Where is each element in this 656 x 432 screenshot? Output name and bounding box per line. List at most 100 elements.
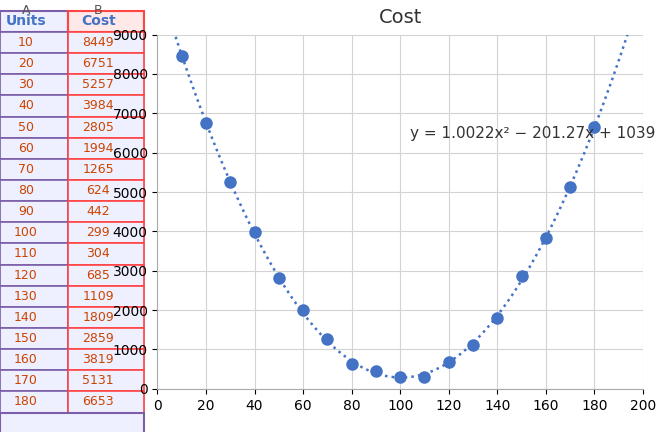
Bar — [0, 32, 68, 53]
Bar — [68, 328, 144, 349]
Text: 120: 120 — [14, 269, 38, 282]
Bar — [0, 349, 68, 370]
Bar — [0, 138, 68, 159]
Bar — [0, 222, 144, 243]
Bar — [0, 243, 144, 264]
Text: y = 1.0022x² − 201.27x + 10391: y = 1.0022x² − 201.27x + 10391 — [410, 126, 656, 141]
Text: Cost: Cost — [81, 14, 115, 29]
Point — [176, 53, 187, 60]
Bar — [0, 117, 68, 138]
Text: 40: 40 — [18, 99, 34, 112]
Bar — [0, 138, 144, 159]
Text: 70: 70 — [18, 163, 34, 176]
Point — [516, 273, 527, 280]
Text: 160: 160 — [14, 353, 38, 366]
Bar — [0, 201, 68, 222]
Point — [201, 120, 211, 127]
Bar — [68, 180, 144, 201]
Bar — [0, 201, 144, 222]
Text: 150: 150 — [14, 332, 38, 345]
Point — [395, 374, 405, 381]
Bar — [0, 286, 68, 307]
Bar — [68, 349, 144, 370]
Title: Cost: Cost — [379, 9, 422, 28]
Point — [225, 178, 236, 185]
Bar — [0, 370, 68, 391]
Text: 2805: 2805 — [82, 121, 114, 133]
Bar — [68, 32, 144, 53]
Point — [371, 368, 381, 375]
Bar — [68, 391, 144, 413]
Text: A: A — [22, 4, 30, 17]
Bar — [68, 286, 144, 307]
Text: 20: 20 — [18, 57, 34, 70]
Bar — [0, 53, 144, 74]
Text: 60: 60 — [18, 142, 34, 155]
Bar — [0, 95, 68, 117]
Point — [322, 336, 333, 343]
Point — [589, 124, 600, 130]
Bar — [0, 328, 144, 349]
Bar — [0, 286, 144, 307]
Point — [346, 361, 357, 368]
Bar — [0, 391, 68, 413]
Bar — [0, 95, 144, 117]
Text: 170: 170 — [14, 375, 38, 388]
Bar — [0, 74, 144, 95]
Bar — [0, 222, 68, 243]
Text: 5257: 5257 — [82, 78, 114, 91]
Text: 1109: 1109 — [82, 290, 114, 303]
Text: 3984: 3984 — [82, 99, 114, 112]
Text: 624: 624 — [87, 184, 110, 197]
Bar — [0, 243, 68, 264]
Bar — [68, 95, 144, 117]
Text: 80: 80 — [18, 184, 34, 197]
Text: 90: 90 — [18, 205, 34, 218]
Bar — [0, 370, 144, 391]
Text: 50: 50 — [18, 121, 34, 133]
Text: 10: 10 — [18, 36, 34, 49]
Point — [419, 373, 430, 380]
Text: 2859: 2859 — [82, 332, 114, 345]
Text: B: B — [94, 4, 102, 17]
Bar — [68, 264, 144, 286]
Point — [274, 275, 284, 282]
Point — [468, 342, 478, 349]
Text: 299: 299 — [87, 226, 110, 239]
Point — [541, 235, 551, 242]
Bar — [0, 413, 144, 432]
Bar — [0, 74, 68, 95]
Text: 442: 442 — [87, 205, 110, 218]
Bar — [68, 243, 144, 264]
Bar — [0, 391, 144, 413]
Text: 685: 685 — [86, 269, 110, 282]
Text: 3819: 3819 — [82, 353, 114, 366]
Bar — [68, 201, 144, 222]
Bar — [0, 159, 144, 180]
Bar — [0, 32, 144, 53]
Bar — [0, 53, 68, 74]
Bar — [0, 264, 68, 286]
Bar — [68, 307, 144, 328]
Text: 100: 100 — [14, 226, 38, 239]
Bar — [68, 11, 144, 32]
Text: 130: 130 — [14, 290, 38, 303]
Point — [492, 314, 502, 321]
Text: 6751: 6751 — [82, 57, 114, 70]
Text: 5131: 5131 — [82, 375, 114, 388]
Text: Units: Units — [6, 14, 47, 29]
Text: 110: 110 — [14, 248, 38, 260]
Bar — [68, 370, 144, 391]
Bar — [0, 328, 68, 349]
Text: 180: 180 — [14, 395, 38, 409]
Bar — [0, 307, 68, 328]
Point — [298, 307, 308, 314]
Bar — [0, 117, 144, 138]
Bar — [68, 159, 144, 180]
Bar — [0, 11, 68, 32]
Bar — [68, 222, 144, 243]
Text: 8449: 8449 — [82, 36, 114, 49]
Text: 6653: 6653 — [82, 395, 114, 409]
Text: 304: 304 — [86, 248, 110, 260]
Bar — [0, 180, 144, 201]
